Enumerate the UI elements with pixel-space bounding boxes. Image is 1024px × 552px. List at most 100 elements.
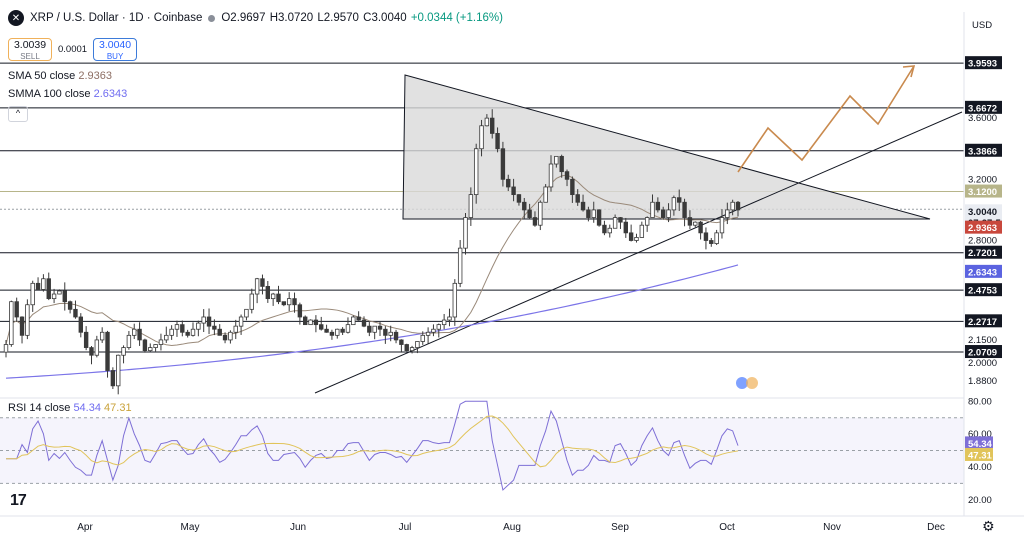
- price-label-box: [965, 204, 1002, 218]
- candle-body: [725, 209, 730, 218]
- candle-body: [538, 201, 543, 226]
- candle-body: [94, 339, 100, 356]
- candle-body: [174, 324, 180, 330]
- candle-body: [260, 278, 265, 287]
- candle-body: [671, 197, 677, 211]
- rsi-line: [6, 400, 739, 491]
- price-axis[interactable]: 3.6000 3.2000 2.8000 2.1500 2.0000 1.8800 3.95…: [963, 12, 1002, 516]
- sma-label: SMA 50 close: [8, 70, 76, 82]
- settings-gear-icon[interactable]: ⚙: [982, 518, 995, 534]
- price-label-box: [965, 314, 1002, 328]
- candle-body: [276, 293, 281, 303]
- sma-value: 2.9363: [78, 70, 112, 82]
- candle-body: [687, 217, 693, 226]
- candle-body: [623, 221, 628, 234]
- sma-50-line: [5, 174, 739, 346]
- candle-body: [292, 298, 297, 306]
- candle-body: [132, 328, 137, 336]
- price-label: 2.0709: [968, 348, 997, 359]
- sma-legend[interactable]: SMA 50 close 2.9363: [8, 70, 112, 82]
- candle-body: [137, 328, 142, 341]
- low-value: L2.9570: [317, 12, 359, 24]
- rsi-pane: [0, 400, 964, 491]
- time-tick-label: Apr: [77, 522, 93, 533]
- xrp-icon: ✕: [8, 10, 24, 26]
- sell-button[interactable]: 3.0039 SELL: [8, 38, 52, 61]
- candle-body: [644, 217, 650, 226]
- candle-body: [185, 331, 190, 336]
- price-tick-label: 2.0000: [968, 358, 997, 369]
- candle-body: [78, 316, 84, 333]
- candle-body: [190, 328, 196, 336]
- candle-body: [126, 334, 132, 348]
- projected-path-arrow[interactable]: [737, 65, 915, 173]
- collapse-legend-button[interactable]: ^: [8, 106, 28, 122]
- candle-body: [105, 331, 110, 371]
- candle-body: [228, 331, 233, 341]
- candle-body: [153, 344, 158, 348]
- candle-body: [516, 194, 522, 203]
- candle-body: [329, 331, 335, 336]
- candle-body: [468, 194, 474, 218]
- candle-body: [35, 282, 41, 290]
- candle-body: [158, 339, 164, 345]
- buy-price: 3.0040: [99, 39, 132, 51]
- rsi-value: 54.34: [73, 402, 101, 414]
- rsi-tick-label: 20.00: [968, 495, 992, 506]
- candle-body: [628, 232, 634, 241]
- candle-body: [543, 186, 548, 203]
- smma-legend[interactable]: SMMA 100 close 2.6343: [8, 88, 127, 100]
- candle-body: [324, 328, 329, 333]
- candle-body: [377, 325, 383, 330]
- candle-body: [9, 301, 14, 345]
- price-tick-label: 1.8800: [968, 376, 997, 387]
- candle-body: [217, 328, 222, 336]
- candle-body: [62, 290, 67, 303]
- smma-label: SMMA 100 close: [8, 88, 91, 100]
- price-tick-label: 2.1500: [968, 335, 997, 346]
- candle-body: [399, 339, 404, 345]
- price-label: 3.1200: [968, 187, 997, 198]
- candle-body: [169, 328, 174, 336]
- time-axis[interactable]: Apr May Jun Jul Aug Sep Oct Nov Dec: [0, 515, 1024, 533]
- time-tick-label: Jun: [290, 522, 306, 533]
- candle-body: [270, 293, 276, 300]
- candle-body: [714, 232, 719, 244]
- candle-body: [479, 125, 484, 150]
- ascending-trendline[interactable]: [314, 111, 963, 394]
- candle-body: [110, 370, 116, 387]
- candle-body: [265, 285, 271, 300]
- currency-label[interactable]: USD: [972, 20, 993, 31]
- rsi-value-label: 47.31: [968, 450, 992, 461]
- candle-body: [447, 316, 452, 321]
- symbol-title[interactable]: XRP / U.S. Dollar · 1D · Coinbase: [30, 12, 203, 24]
- candle-body: [639, 224, 645, 238]
- candle-body: [372, 325, 377, 333]
- candle-body: [719, 217, 725, 234]
- candle-body: [238, 316, 244, 327]
- candle-body: [356, 316, 361, 321]
- price-label-box: [965, 184, 1002, 198]
- candle-body: [57, 290, 62, 295]
- price-tick-label: 3.6000: [968, 113, 997, 124]
- candle-body: [709, 240, 714, 244]
- candle-body: [409, 347, 415, 352]
- candle-body: [196, 322, 201, 330]
- rsi-label: RSI 14 close: [8, 402, 71, 414]
- candle-body: [425, 331, 431, 336]
- tradingview-logo-icon[interactable]: 17: [10, 492, 27, 509]
- rsi-legend[interactable]: RSI 14 close 54.34 47.31: [8, 402, 132, 414]
- price-label: 3.6672: [968, 103, 997, 114]
- time-tick-label: Nov: [823, 522, 841, 533]
- high-value: H3.0720: [269, 12, 314, 24]
- candle-body: [319, 324, 324, 330]
- candle-body: [596, 209, 602, 226]
- candle-body: [570, 178, 575, 196]
- candle-body: [180, 324, 185, 333]
- buy-button[interactable]: 3.0040 BUY: [93, 38, 138, 61]
- price-tick-label: 2.8000: [968, 236, 997, 247]
- candle-body: [99, 331, 105, 341]
- open-value: O2.9697: [221, 12, 266, 24]
- smma-value: 2.6343: [93, 88, 128, 100]
